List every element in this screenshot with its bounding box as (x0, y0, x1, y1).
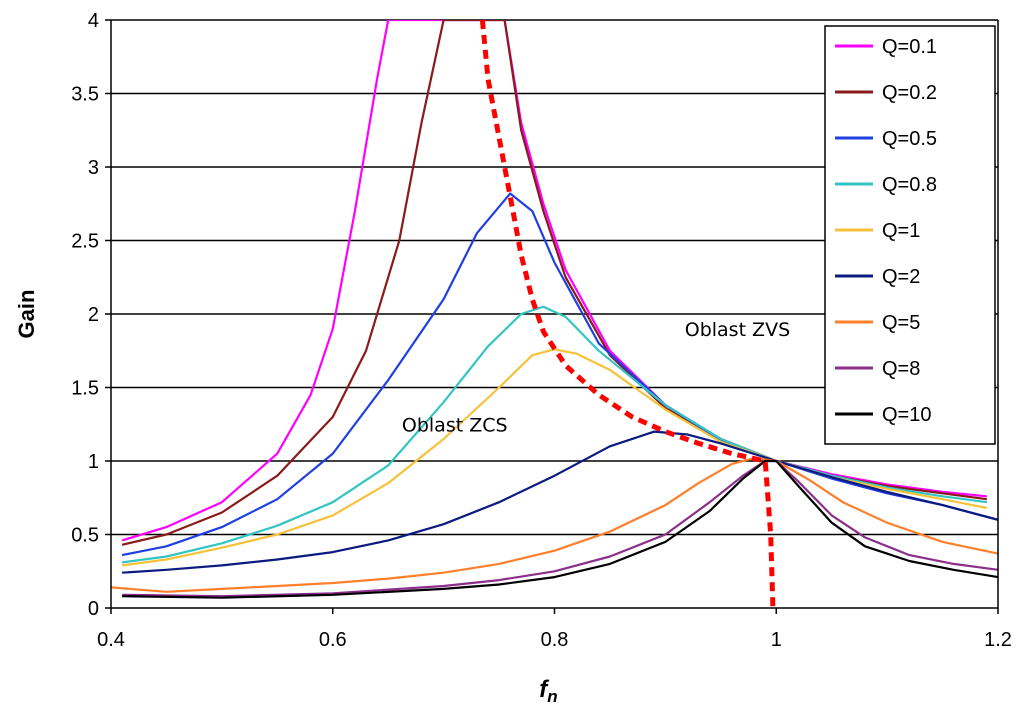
y-tick-label: 1.5 (71, 378, 99, 400)
legend-box (824, 25, 996, 445)
y-tick-label: 1 (88, 451, 99, 473)
legend: Q=0.1 Q=0.2 Q=0.5 Q=0.8 Q=1 Q=2 Q=5 Q=8 Q=10 (824, 25, 996, 445)
legend-label: Q=0.2 (882, 82, 937, 104)
tick-labels: 0 0.5 1 1.5 2 2.5 3 3.5 4 0.4 0.6 0.8 1 1.2 (71, 10, 1012, 651)
boundary-dashed-line (479, 20, 776, 608)
legend-label: Q=8 (882, 358, 920, 380)
y-axis-title: Gain (14, 290, 39, 339)
series-line-4 (121, 305, 988, 564)
y-tick-label: 2.5 (71, 231, 99, 253)
legend-label: Q=0.5 (882, 128, 937, 150)
x-tick-label: 1 (771, 629, 782, 651)
annotation-label: Oblast ZCS (402, 415, 508, 437)
series-line-6 (122, 430, 998, 574)
legend-label: Q=2 (882, 266, 920, 288)
y-tick-label: 0.5 (71, 525, 99, 547)
axes (105, 19, 999, 614)
legend-label: Q=5 (882, 312, 920, 334)
x-axis-title-subscript: n (547, 687, 557, 704)
series-line-7 (111, 457, 998, 593)
y-tick-label: 2 (88, 304, 99, 326)
legend-label: Q=1 (882, 220, 920, 242)
y-tick-label: 3.5 (71, 84, 99, 106)
series-line-8 (122, 459, 998, 598)
annotations: Oblast ZVS Oblast ZCS (402, 319, 790, 437)
x-tick-label: 0.4 (97, 629, 125, 651)
y-tick-label: 3 (88, 157, 99, 179)
legend-label: Q=0.8 (882, 174, 937, 196)
series-line-3 (121, 192, 998, 557)
y-tick-label: 4 (88, 10, 99, 32)
x-tick-label: 1.2 (984, 629, 1012, 651)
x-tick-label: 0.6 (319, 629, 347, 651)
y-tick-label: 0 (88, 598, 99, 620)
grid-lines (111, 19, 998, 536)
annotation-label: Oblast ZVS (685, 319, 790, 341)
series-line-9 (122, 459, 998, 599)
axis-titles: Gain fn (14, 290, 558, 704)
plot-series (111, 20, 998, 608)
legend-label: Q=0.1 (882, 36, 937, 58)
x-axis-title: fn (539, 676, 557, 704)
x-tick-label: 0.8 (541, 629, 569, 651)
legend-label: Q=10 (882, 404, 931, 426)
